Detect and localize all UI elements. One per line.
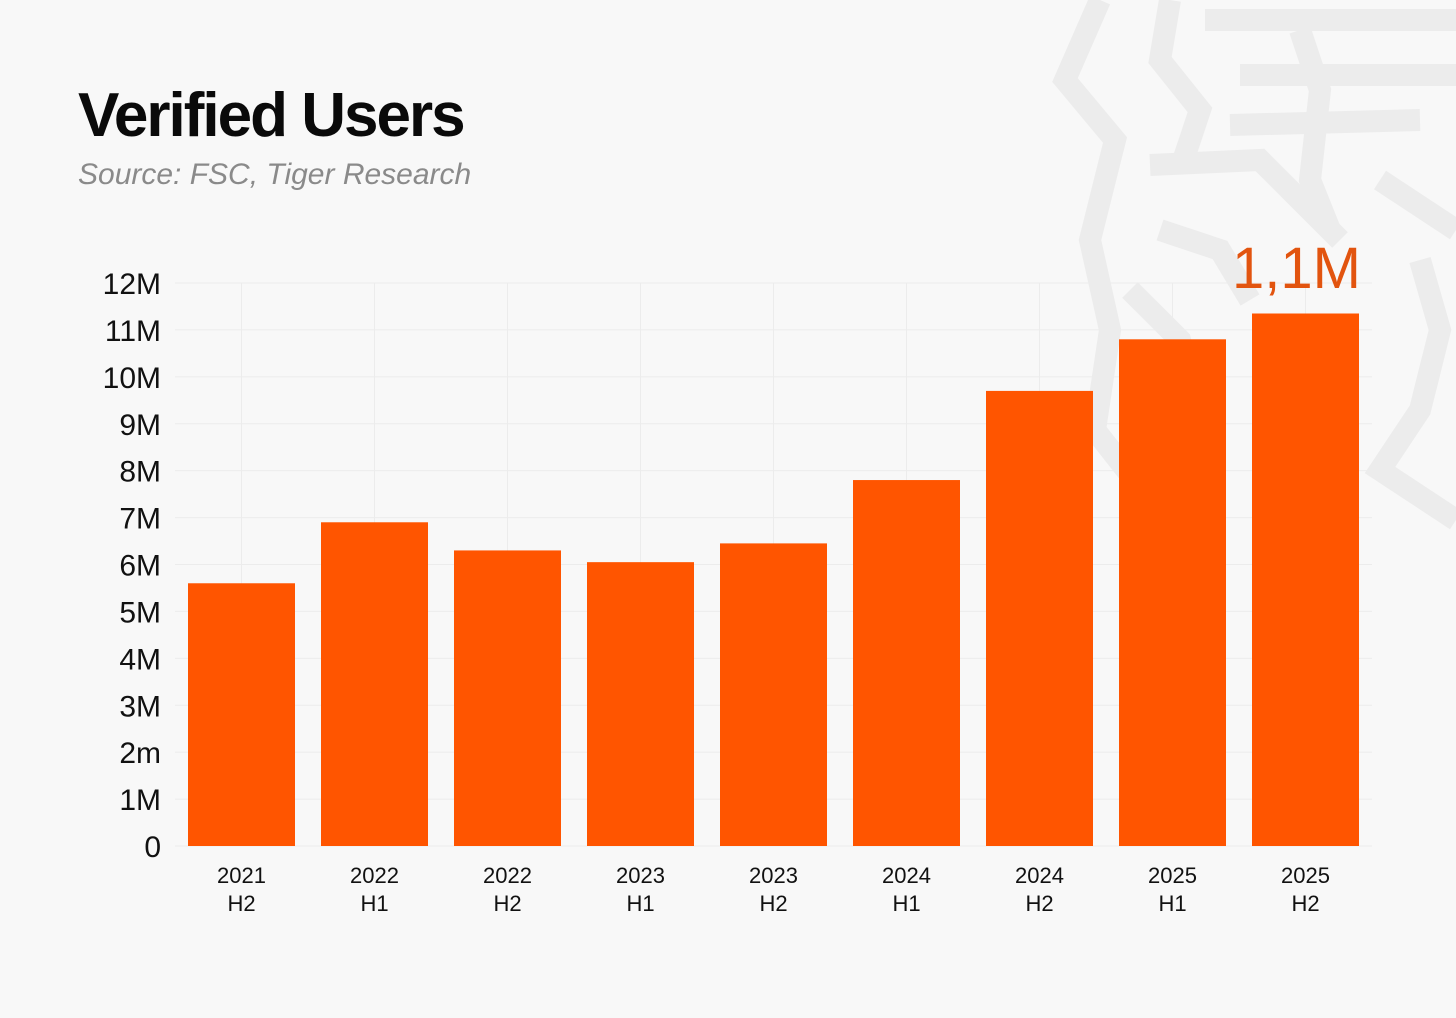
data-label-highlight: 1,1M: [1232, 236, 1361, 301]
y-tick-label: 3M: [119, 690, 161, 723]
x-tick-label: 2021: [217, 863, 266, 888]
page-title: Verified Users: [78, 81, 466, 150]
x-tick-label: 2025: [1148, 863, 1197, 888]
x-tick-label: H1: [626, 891, 654, 916]
x-tick-label: H2: [1291, 891, 1319, 916]
x-tick-label: 2022: [350, 863, 399, 888]
y-tick-label: 2m: [119, 737, 161, 770]
bar-2024-h2: [986, 390, 1093, 846]
x-tick-label: H1: [1158, 891, 1186, 916]
y-tick-label: 4M: [119, 643, 161, 676]
x-tick-label: 2023: [616, 863, 665, 888]
y-tick-label: 0: [144, 831, 161, 864]
x-tick-label: 2022: [483, 863, 532, 888]
y-tick-label: 11M: [105, 315, 161, 348]
annotations: 1,1M: [1232, 236, 1361, 301]
bar-2022-h2: [454, 550, 561, 846]
y-tick-label: 1M: [119, 784, 161, 817]
y-tick-label: 5M: [119, 596, 161, 629]
y-tick-label: 9M: [119, 409, 161, 442]
bars: [188, 313, 1359, 846]
bar-2024-h1: [853, 480, 960, 846]
x-tick-label: H1: [892, 891, 920, 916]
x-tick-label: H2: [493, 891, 521, 916]
x-tick-label: H2: [759, 891, 787, 916]
y-tick-label: 6M: [119, 550, 161, 583]
x-tick-label: H1: [360, 891, 388, 916]
x-tick-label: 2024: [1015, 863, 1064, 888]
y-axis-ticks: 0 1M 2m 3M 4M 5M 6M 7M 8M 9M 10M 11M 12M: [103, 268, 161, 864]
x-tick-label: 2024: [882, 863, 931, 888]
y-tick-label: 8M: [119, 456, 161, 489]
x-tick-label: H2: [227, 891, 255, 916]
bar-2022-h1: [321, 522, 428, 846]
bar-2023-h2: [720, 543, 827, 846]
x-tick-label: 2023: [749, 863, 798, 888]
y-tick-label: 12M: [103, 268, 161, 301]
bar-2023-h1: [587, 562, 694, 846]
x-tick-label: H2: [1025, 891, 1053, 916]
y-tick-label: 7M: [119, 503, 161, 536]
bar-2025-h2: [1252, 313, 1359, 846]
chart-subtitle: Source: FSC, Tiger Research: [78, 158, 472, 191]
bar-2025-h1: [1119, 339, 1226, 846]
x-tick-label: 2025: [1281, 863, 1330, 888]
bar-2021-h2: [188, 583, 295, 846]
y-tick-label: 10M: [103, 362, 161, 395]
x-axis-ticks: 2021 H2 2022 H1 2022 H2 2023 H1 2023 H2 2024 H1 2024…: [217, 863, 1330, 916]
